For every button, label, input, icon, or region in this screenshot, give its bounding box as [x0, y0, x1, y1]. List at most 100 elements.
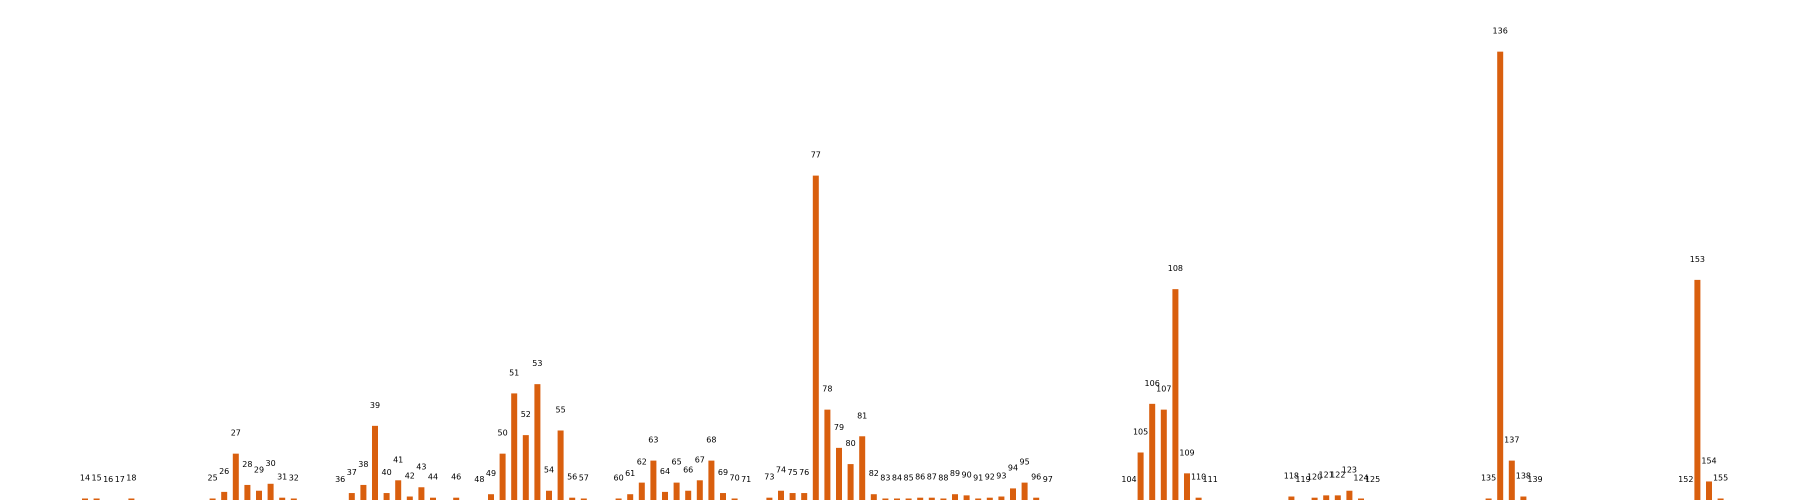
- bar-105: [1137, 452, 1144, 500]
- bar-61: [627, 494, 634, 500]
- bar-label-60: 60: [614, 474, 624, 483]
- bar-154: [1706, 481, 1712, 500]
- bar-label-97: 97: [1043, 475, 1053, 484]
- bar-label-83: 83: [880, 474, 890, 483]
- bar-label-108: 108: [1168, 264, 1183, 273]
- bar-label-62: 62: [637, 458, 647, 467]
- bar-138: [1520, 496, 1527, 500]
- bar-65: [673, 482, 680, 500]
- bar-label-80: 80: [846, 439, 856, 448]
- bar-52: [522, 435, 529, 500]
- bar-30: [267, 483, 274, 500]
- bar-label-53: 53: [532, 359, 542, 368]
- bar-32: [290, 498, 297, 500]
- bar-label-29: 29: [254, 466, 264, 475]
- bar-43: [418, 487, 425, 500]
- bar-label-42: 42: [405, 472, 415, 481]
- bar-85: [905, 498, 912, 500]
- bar-82: [870, 494, 877, 500]
- bar-73: [766, 497, 773, 500]
- bar-118: [1288, 496, 1295, 500]
- bar-label-119: 119: [1295, 475, 1310, 484]
- bar-label-54: 54: [544, 466, 554, 475]
- bar-label-38: 38: [358, 460, 368, 469]
- bar-label-105: 105: [1133, 428, 1148, 437]
- bar-120: [1311, 497, 1318, 500]
- bar-15: [93, 498, 100, 500]
- bar-123: [1346, 490, 1353, 500]
- bar-label-82: 82: [869, 469, 879, 478]
- bar-55: [557, 430, 564, 500]
- bar-92: [986, 497, 993, 500]
- bar-80: [847, 464, 854, 500]
- bar-18: [128, 498, 135, 500]
- bar-29: [256, 490, 262, 500]
- bar-39: [372, 425, 378, 500]
- bar-49: [488, 494, 494, 500]
- bar-label-90: 90: [962, 470, 972, 479]
- bar-57: [580, 498, 587, 500]
- bar-label-15: 15: [92, 474, 102, 483]
- bar-label-44: 44: [428, 473, 438, 482]
- bar-41: [395, 480, 402, 500]
- bar-label-85: 85: [904, 474, 914, 483]
- bar-70: [731, 498, 738, 500]
- bar-label-27: 27: [231, 429, 241, 438]
- bar-label-118: 118: [1284, 472, 1299, 481]
- bar-93: [998, 496, 1005, 500]
- bar-75: [789, 493, 796, 500]
- bar-67: [696, 480, 703, 500]
- bar-label-46: 46: [451, 473, 461, 482]
- bar-89: [952, 494, 958, 500]
- bar-label-71: 71: [741, 475, 751, 484]
- bar-label-75: 75: [788, 468, 798, 477]
- bar-label-96: 96: [1031, 473, 1041, 482]
- bar-110: [1195, 497, 1202, 500]
- bar-label-94: 94: [1008, 463, 1018, 472]
- bar-label-51: 51: [509, 368, 519, 377]
- bar-label-84: 84: [892, 474, 902, 483]
- bar-label-18: 18: [126, 474, 136, 483]
- bar-label-125: 125: [1365, 475, 1380, 484]
- bar-label-56: 56: [567, 473, 577, 482]
- bar-label-95: 95: [1020, 458, 1030, 467]
- bar-label-37: 37: [347, 468, 357, 477]
- bar-64: [662, 491, 668, 500]
- bar-label-25: 25: [208, 474, 218, 483]
- bar-label-26: 26: [219, 467, 229, 476]
- bar-label-123: 123: [1342, 466, 1357, 475]
- bar-label-48: 48: [474, 475, 484, 484]
- bar-87: [928, 497, 935, 500]
- bar-label-49: 49: [486, 469, 496, 478]
- bar-107: [1160, 409, 1167, 500]
- bar-label-65: 65: [672, 458, 682, 467]
- bar-53: [534, 384, 541, 500]
- bar-153: [1694, 279, 1701, 500]
- bar-66: [685, 490, 692, 500]
- bar-44: [430, 497, 436, 500]
- bar-155: [1717, 498, 1724, 500]
- bar-label-122: 122: [1330, 470, 1345, 479]
- bar-label-81: 81: [857, 411, 867, 420]
- bar-label-64: 64: [660, 467, 670, 476]
- bar-label-43: 43: [416, 462, 426, 471]
- bar-60: [615, 498, 622, 500]
- bar-label-50: 50: [498, 429, 508, 438]
- bar-label-104: 104: [1121, 475, 1136, 484]
- bar-label-136: 136: [1493, 27, 1508, 36]
- bar-label-152: 152: [1678, 475, 1693, 484]
- bar-96: [1033, 497, 1040, 500]
- bar-106: [1149, 403, 1156, 500]
- bar-68: [708, 460, 715, 500]
- bar-37: [348, 493, 355, 500]
- bar-31: [279, 497, 286, 500]
- bar-label-76: 76: [799, 468, 809, 477]
- bar-88: [940, 498, 947, 500]
- bar-label-68: 68: [706, 436, 716, 445]
- bar-label-79: 79: [834, 423, 844, 432]
- bar-label-110: 110: [1191, 473, 1206, 482]
- bar-label-74: 74: [776, 466, 786, 475]
- bar-77: [812, 175, 819, 500]
